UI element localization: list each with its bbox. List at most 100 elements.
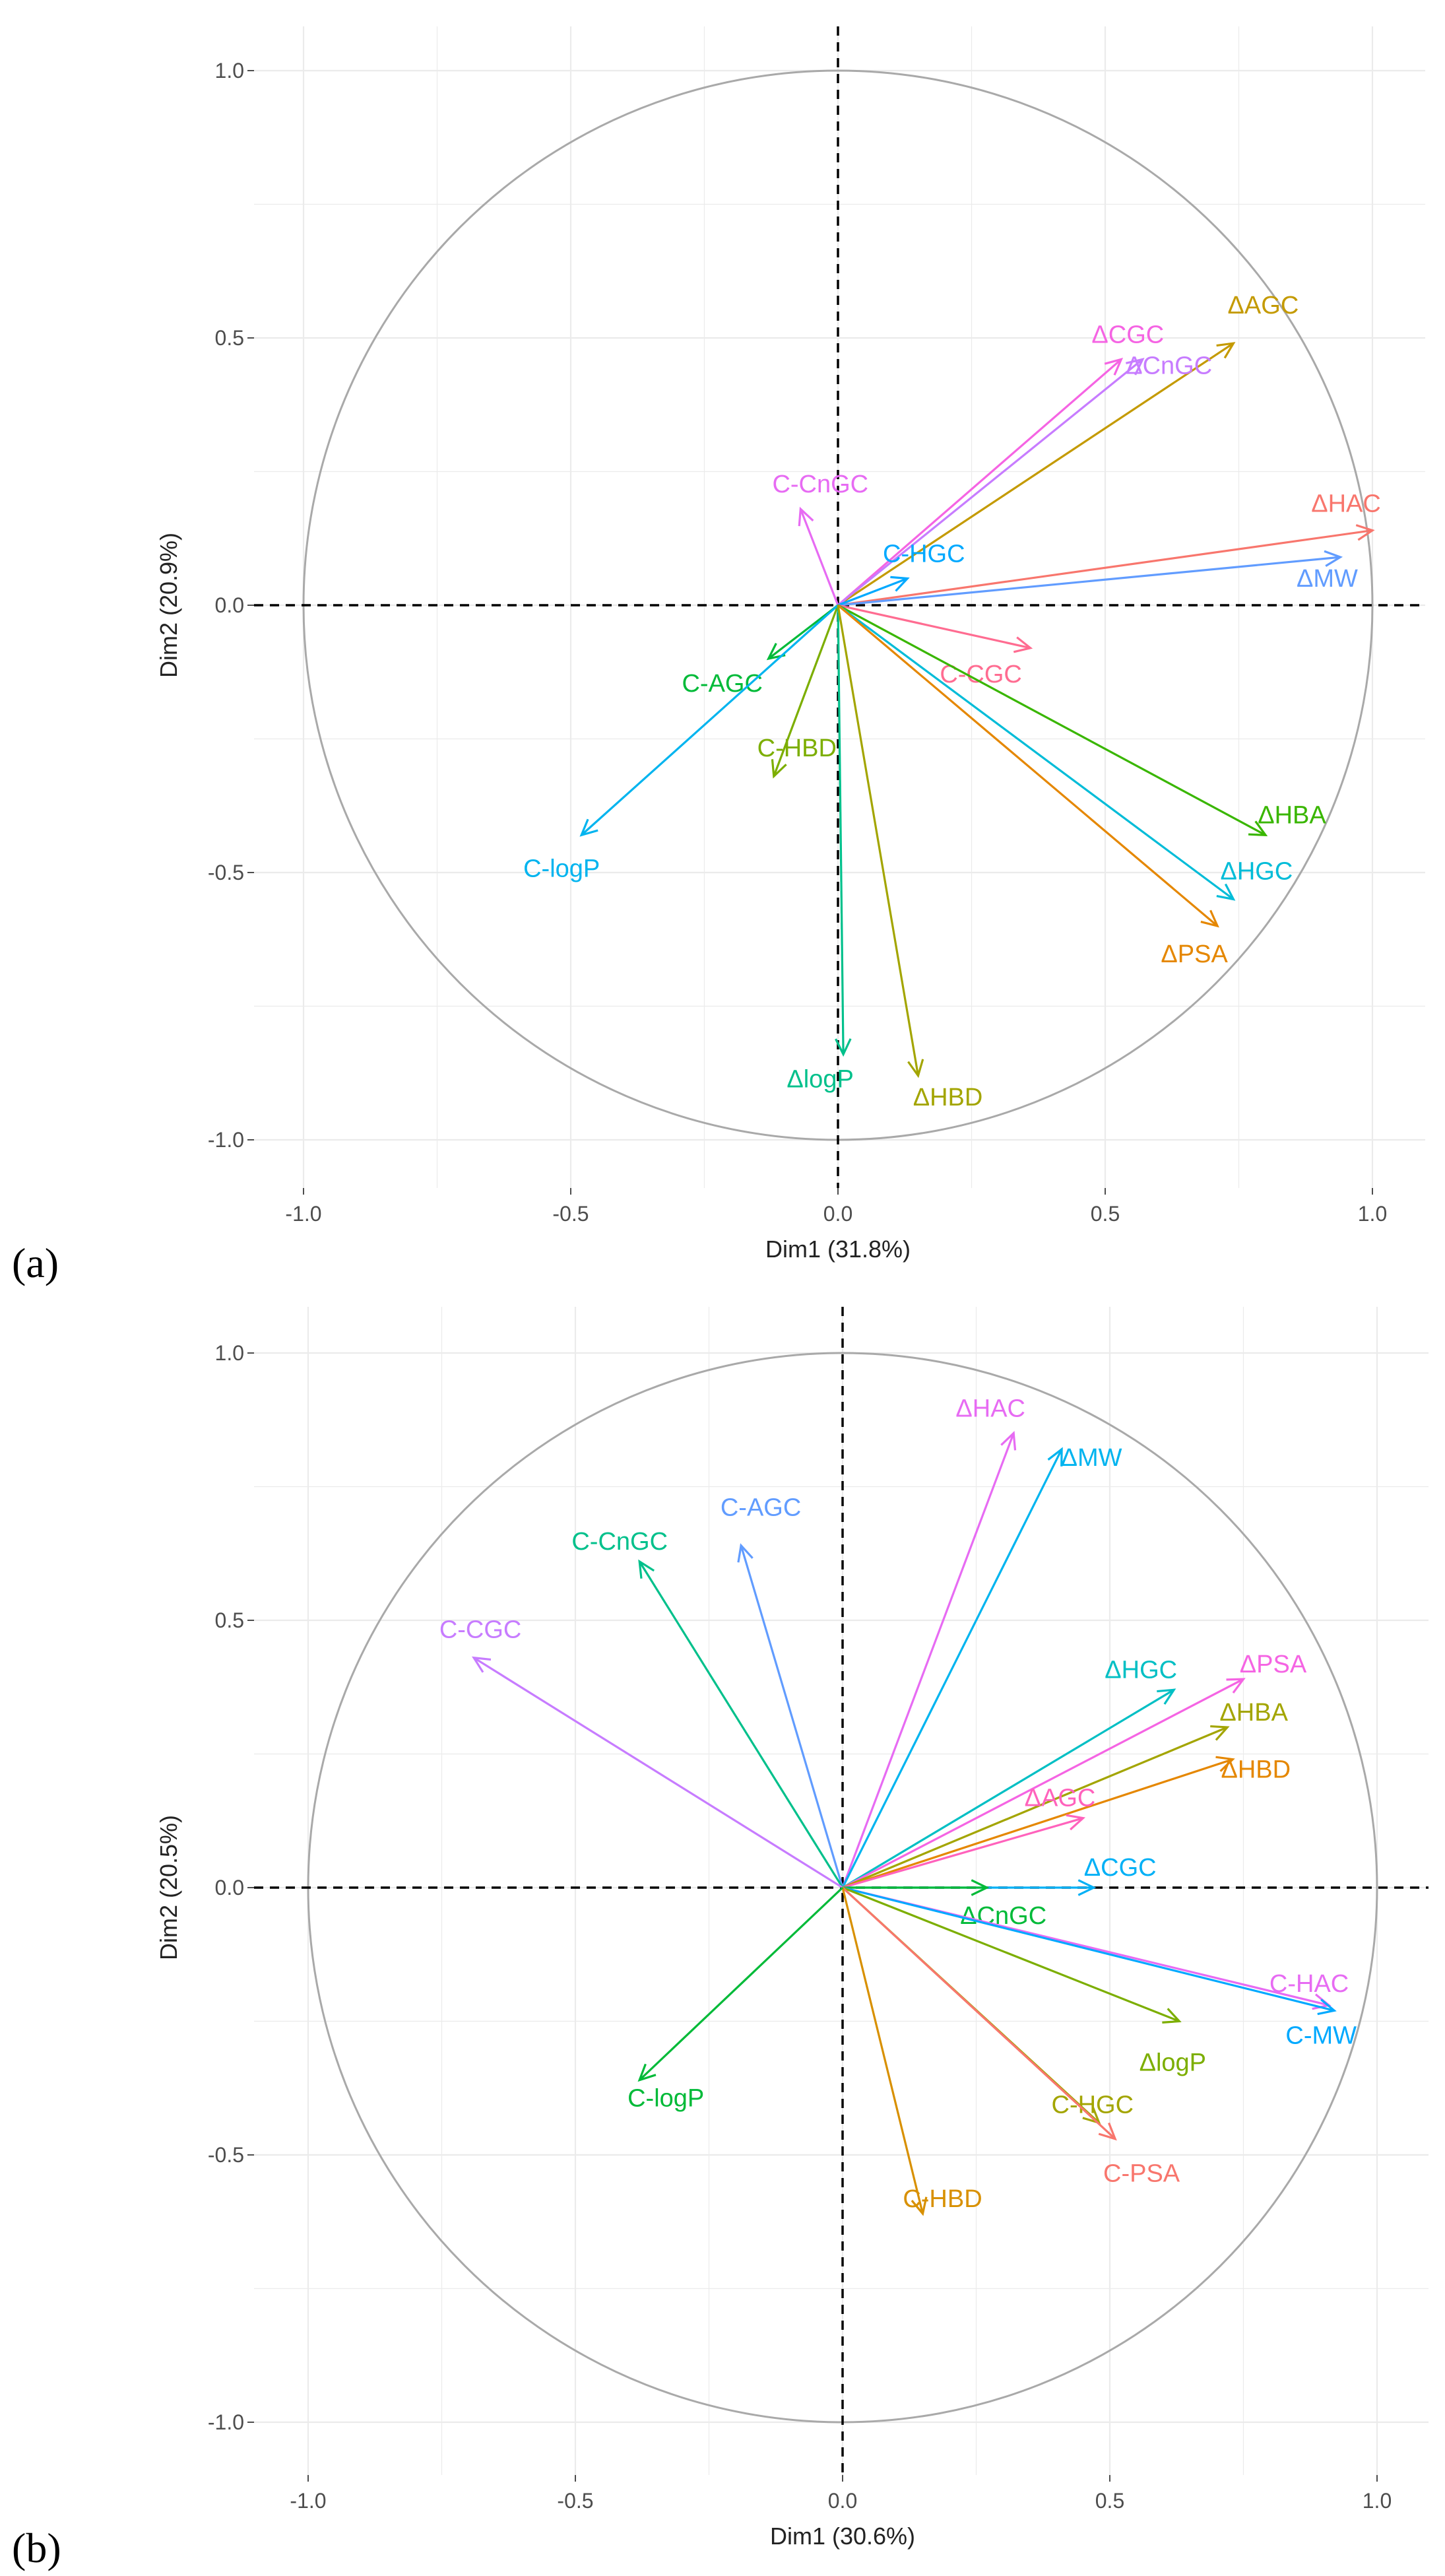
- arrow-shaft: [767, 604, 839, 660]
- arrow-c-hgc: C-HGC: [837, 541, 965, 607]
- variable-label: ΔAGC: [1025, 1785, 1096, 1812]
- arrow-shaft: [841, 1432, 1015, 1888]
- variable-label: ΔMW: [1297, 565, 1358, 593]
- variable-label: C-logP: [523, 855, 600, 882]
- arrow-shaft: [842, 1678, 1244, 1889]
- arrow-head: [637, 2063, 657, 2082]
- variable-label: ΔPSA: [1240, 1651, 1307, 1678]
- arrow-shaft: [842, 1886, 1335, 2012]
- arrow-shaft: [842, 1726, 1228, 1889]
- y-tick-label: 1.0: [215, 59, 244, 83]
- arrow-delta-hbd: ΔHBD: [842, 1756, 1291, 1889]
- arrow-shaft: [581, 604, 839, 836]
- variable-label: C-CnGC: [571, 1528, 668, 1556]
- variable-label: C-HGC: [883, 541, 965, 568]
- arrow-head: [1200, 909, 1219, 928]
- panel-b: -1.0 -0.5 0.0 0.5 1.0 -1.0 -0.5 0.0 0.5 1.0 Dim1 (…: [12, 1307, 1429, 2571]
- arrow-head: [890, 576, 910, 592]
- arrow-shaft: [841, 1449, 1063, 1888]
- panel-label: (b): [12, 2525, 61, 2571]
- arrow-c-mw: C-MW: [842, 1886, 1357, 2049]
- arrow-delta-agc: ΔAGC: [842, 1785, 1096, 1889]
- x-tick-label: 0.5: [1095, 2489, 1124, 2513]
- arrow-head: [1098, 2122, 1117, 2141]
- x-axis-title: Dim1 (30.6%): [770, 2523, 915, 2550]
- x-tick-label: -0.5: [557, 2489, 593, 2513]
- arrow-head: [1226, 1678, 1246, 1694]
- arrow-shaft: [837, 358, 1122, 607]
- arrow-delta-mw: ΔMW: [841, 1444, 1122, 1888]
- arrow-head: [1066, 1814, 1086, 1831]
- arrow-head: [579, 818, 598, 837]
- arrow-delta-cgc: ΔCGC: [837, 321, 1164, 607]
- arrow-shaft: [837, 342, 1235, 607]
- arrow-head: [1317, 1998, 1337, 2016]
- variable-label: C-CnGC: [772, 471, 868, 498]
- y-tick-label: 0.0: [215, 593, 244, 617]
- variable-label: C-logP: [627, 2085, 704, 2113]
- y-tick-label: 0.5: [215, 326, 244, 350]
- arrow-delta-cngc: ΔCnGC: [837, 352, 1212, 607]
- arrow-head: [737, 1543, 754, 1563]
- arrow-head: [1216, 342, 1236, 359]
- variable-label: C-MW: [1285, 2022, 1357, 2049]
- arrow-shaft: [773, 605, 839, 777]
- arrow-head: [911, 2196, 928, 2216]
- arrow-c-hbd: C-HBD: [841, 1887, 982, 2216]
- panel-a: -1.0 -0.5 0.0 0.5 1.0 -1.0 -0.5 0.0 0.5 1.0 Dim1 (…: [12, 26, 1425, 1286]
- arrow-c-cngc: C-CnGC: [571, 1528, 844, 1888]
- variable-label: ΔlogP: [787, 1065, 853, 1093]
- arrow-head: [835, 1038, 852, 1057]
- arrow-delta-hac: ΔHAC: [841, 1395, 1025, 1888]
- arrow-c-cgc: C-CGC: [837, 604, 1033, 688]
- x-tick-label: 0.5: [1091, 1202, 1120, 1226]
- arrow-head: [907, 1059, 924, 1078]
- variable-label: ΔHBD: [913, 1084, 983, 1111]
- variable-arrows: ΔHAC ΔMW C-AGC C-CnGC C-CGC ΔHGC ΔPSA ΔHBA ΔHBD Δ…: [439, 1395, 1357, 2216]
- y-axis-title: Dim2 (20.5%): [155, 1815, 182, 1960]
- arrow-shaft: [842, 1817, 1083, 1889]
- x-tick-label: 1.0: [1358, 1202, 1387, 1226]
- variable-label: C-HBD: [903, 2185, 982, 2213]
- variable-label: C-HBD: [757, 735, 837, 762]
- arrow-c-agc: C-AGC: [721, 1494, 844, 1888]
- arrow-shaft: [841, 1887, 924, 2214]
- arrow-head: [1162, 2008, 1182, 2024]
- arrow-shaft: [473, 1657, 843, 1889]
- arrow-c-agc: C-AGC: [682, 604, 839, 698]
- arrow-shaft: [638, 1561, 844, 1888]
- gridlines: [254, 1307, 1429, 2475]
- arrow-head: [1216, 883, 1236, 901]
- arrow-delta-agc: ΔAGC: [837, 292, 1299, 607]
- arrow-shaft: [799, 508, 839, 606]
- arrow-shaft: [837, 358, 1143, 607]
- arrow-shaft: [842, 1886, 1180, 2022]
- variable-label: ΔHBA: [1219, 1699, 1288, 1727]
- arrow-shaft: [639, 1886, 844, 2081]
- y-tick-label: -0.5: [208, 2143, 244, 2167]
- variable-label: ΔPSA: [1161, 941, 1228, 968]
- panel-label: (a): [12, 1239, 59, 1286]
- variable-label: ΔCGC: [1084, 1854, 1157, 1882]
- variable-label: ΔMW: [1061, 1444, 1122, 1472]
- arrow-shaft: [842, 1688, 1175, 1889]
- arrow-shaft: [837, 529, 1373, 607]
- arrow-shaft: [837, 556, 1341, 607]
- y-tick-label: -1.0: [208, 1128, 244, 1152]
- y-axis-title: Dim2 (20.9%): [155, 533, 182, 678]
- arrow-shaft: [837, 605, 845, 1055]
- variable-label: ΔCnGC: [1126, 352, 1212, 380]
- arrow-head: [1210, 1725, 1230, 1741]
- arrow-shaft: [837, 604, 1031, 649]
- y-tick-label: -1.0: [208, 2410, 244, 2434]
- y-tick-label: -0.5: [208, 861, 244, 884]
- variable-label: ΔHAC: [1311, 490, 1381, 518]
- arrow-c-cngc: C-CnGC: [772, 471, 868, 606]
- arrow-head: [1013, 636, 1033, 653]
- arrow-delta-logp: ΔlogP: [787, 605, 854, 1093]
- arrow-head: [1324, 550, 1343, 567]
- arrow-delta-hac: ΔHAC: [837, 490, 1381, 607]
- arrow-delta-hba: ΔHBA: [837, 604, 1326, 837]
- arrow-head: [1047, 1447, 1063, 1467]
